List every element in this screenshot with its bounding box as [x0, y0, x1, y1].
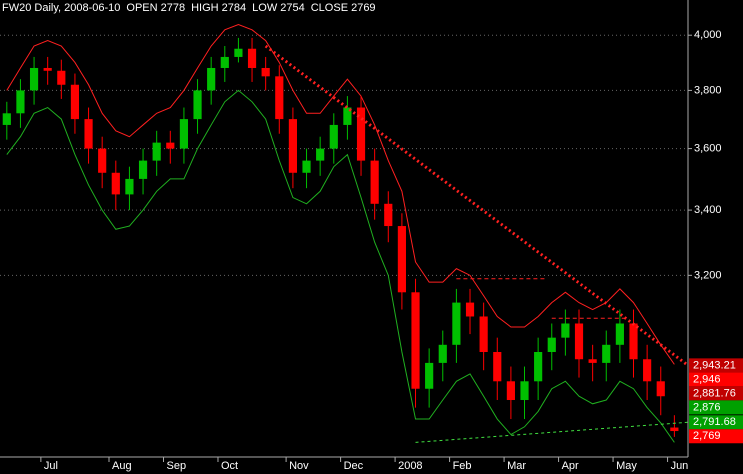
y-tick-label: 3,800: [694, 84, 722, 96]
x-tick-label: Feb: [453, 460, 472, 472]
price-label-box: [689, 415, 743, 430]
x-tick-label: Apr: [562, 460, 579, 472]
candle-body: [29, 67, 39, 91]
candle-body: [111, 172, 120, 195]
candle-body: [234, 48, 243, 57]
header-text: CLOSE 2769: [311, 2, 376, 14]
candle-body: [43, 67, 52, 71]
candle-body: [316, 148, 325, 161]
x-tick-label: Sep: [166, 460, 186, 472]
price-label: 2,943.21: [693, 359, 736, 371]
x-tick-label: Jun: [671, 460, 689, 472]
price-label: 2,791.68: [693, 416, 736, 428]
candle-body: [152, 142, 161, 161]
y-tick-label: 4,000: [694, 29, 722, 41]
candle-body: [629, 323, 638, 360]
candle-body: [534, 352, 543, 382]
candle-body: [520, 381, 529, 401]
price-label: 2,881.76: [693, 387, 736, 399]
x-tick-label: Jul: [44, 460, 58, 472]
candle-body: [166, 142, 175, 149]
candle-body: [193, 90, 202, 120]
candle-body: [452, 302, 461, 345]
candle-body: [288, 119, 297, 173]
candle-body: [588, 359, 597, 363]
x-tick-label: 2008: [398, 460, 422, 472]
y-tick-label: 3,600: [694, 142, 722, 154]
band-line: [6, 23, 675, 365]
x-tick-label: Nov: [289, 460, 309, 472]
candle-body: [574, 323, 584, 360]
candle-body: [98, 148, 107, 173]
header-text: HIGH 2784: [191, 2, 246, 14]
candle-body: [465, 302, 475, 317]
candle-body: [138, 160, 148, 179]
x-tick-label: Dec: [344, 460, 364, 472]
candle-body: [247, 48, 257, 68]
candle-body: [656, 381, 665, 397]
candle-body: [302, 160, 311, 173]
candle-body: [329, 124, 338, 149]
trendline: [264, 44, 689, 367]
candle-body: [84, 119, 93, 149]
candle-body: [493, 352, 502, 382]
candle-body: [16, 90, 25, 114]
price-label: 2,946: [693, 373, 721, 385]
header-text: LOW 2754: [252, 2, 305, 14]
x-tick-label: Oct: [221, 460, 238, 472]
candle-body: [57, 70, 66, 85]
candle-body: [356, 107, 366, 161]
header-text: FW20 Daily, 2008-06-10: [2, 2, 120, 14]
candle-body: [438, 344, 447, 363]
x-tick-label: Aug: [112, 460, 132, 472]
candle-body: [70, 84, 80, 120]
candle-body: [179, 119, 189, 149]
candle-body: [547, 337, 556, 353]
y-tick-label: 3,200: [694, 269, 722, 281]
price-label-box: [689, 400, 743, 415]
price-label-box: [689, 358, 743, 373]
header-text: OPEN 2778: [126, 2, 185, 14]
candle-body: [220, 56, 229, 68]
candle-body: [425, 362, 434, 389]
candle-body: [506, 381, 515, 401]
candle-body: [615, 323, 624, 345]
candle-body: [643, 359, 652, 382]
candle-body: [2, 113, 11, 125]
candle-body: [370, 160, 379, 204]
candle-body: [670, 427, 679, 432]
candle-body: [561, 323, 570, 338]
price-label-box: [689, 429, 743, 444]
candle-body: [261, 67, 270, 77]
band-line: [6, 89, 675, 443]
candle-body: [411, 292, 420, 389]
candle-body: [602, 344, 611, 363]
x-tick-label: May: [616, 460, 637, 472]
candle-body: [397, 226, 406, 293]
price-label-box: [689, 372, 743, 387]
candle-body: [479, 316, 488, 353]
candle-body: [275, 76, 284, 120]
candle-body: [207, 67, 216, 91]
candle-body: [343, 107, 352, 125]
candle-body: [384, 203, 393, 227]
y-tick-label: 3,400: [694, 204, 722, 216]
candle-body: [125, 178, 134, 195]
x-tick-label: Mar: [507, 460, 526, 472]
price-label-box: [689, 386, 743, 401]
price-label: 2,769: [693, 430, 721, 442]
price-label: 2,876: [693, 401, 721, 413]
